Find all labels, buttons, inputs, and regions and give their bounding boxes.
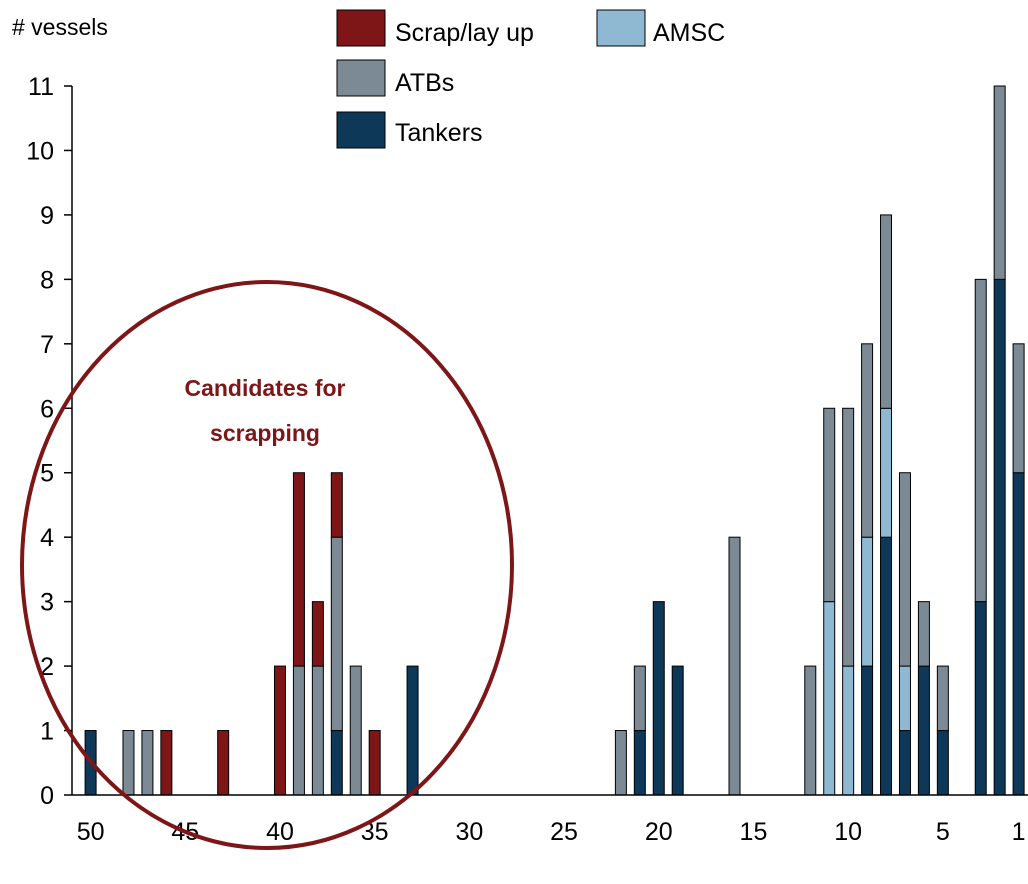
bar-segment-tankers [898, 730, 911, 796]
y-axis-title: # vessels [12, 14, 108, 40]
bar-segment-tankers [861, 665, 874, 796]
x-tick-label: 1 [1012, 818, 1026, 846]
bar-segment-atbs [330, 536, 343, 732]
axes [71, 86, 1028, 796]
annotation-ellipse [20, 280, 514, 850]
bar-segment-scrap-lay-up [368, 730, 381, 796]
bar-segment-tankers [974, 601, 987, 796]
x-tick-label: 25 [550, 818, 578, 846]
bar-segment-atbs [974, 278, 987, 603]
bar-segment-tankers [330, 730, 343, 796]
bar-segment-amsc [861, 536, 874, 667]
annotation-text: Candidates for [184, 375, 345, 401]
bar-segment-atbs [728, 536, 741, 796]
bar-segment-atbs [122, 730, 135, 796]
y-tick-label: 10 [26, 137, 54, 165]
legend-swatch [336, 111, 386, 149]
bar-segment-amsc [898, 665, 911, 732]
bar-segment-amsc [823, 601, 836, 796]
x-tick-label: 10 [834, 818, 862, 846]
bar-segment-atbs [311, 665, 324, 796]
bar-segment-atbs [614, 730, 627, 796]
x-tick-label: 5 [936, 818, 950, 846]
x-axis-ticks: 50 45 40 35 30 25 20 15 10 5 1 [77, 818, 1026, 846]
x-tick-label: 15 [740, 818, 768, 846]
x-tick-label: 30 [455, 818, 483, 846]
y-tick-label: 9 [40, 202, 54, 230]
y-tick-label: 0 [40, 782, 54, 810]
bar-segment-tankers [917, 665, 930, 796]
y-tick-label: 5 [40, 460, 54, 488]
y-tick-label: 1 [40, 718, 54, 746]
bar-segment-tankers [633, 730, 646, 796]
bar-segment-atbs [1012, 343, 1025, 474]
legend-label: Tankers [395, 119, 483, 147]
bar-segment-atbs [292, 665, 305, 796]
y-tick-label: 2 [40, 653, 54, 681]
bar-segment-atbs [823, 407, 836, 603]
bar-segment-scrap-lay-up [217, 730, 230, 796]
bar-segment-atbs [880, 214, 893, 409]
y-tick-label: 11 [28, 73, 54, 101]
y-tick-label: 4 [40, 524, 54, 552]
bar-segment-tankers [936, 730, 949, 796]
bar-segment-atbs [917, 601, 930, 667]
legend-swatch [596, 9, 646, 47]
bar-segment-amsc [842, 665, 855, 796]
bar-segment-tankers [671, 665, 684, 796]
bar-segment-scrap-lay-up [311, 601, 324, 667]
x-tick-label: 50 [77, 818, 105, 846]
bar-segment-tankers [1012, 472, 1025, 796]
bar-segment-tankers [993, 278, 1006, 796]
bar-segment-atbs [993, 85, 1006, 280]
bar-segment-atbs [936, 665, 949, 732]
x-tick-label: 20 [645, 818, 673, 846]
bar-segment-scrap-lay-up [292, 472, 305, 667]
bar-segment-scrap-lay-up [330, 472, 343, 538]
bar-segment-atbs [898, 472, 911, 667]
bar-segment-atbs [804, 665, 817, 796]
legend-swatch [336, 59, 386, 97]
bar-segment-tankers [880, 536, 893, 796]
bar-segment-tankers [406, 665, 419, 796]
legend-swatch [336, 9, 386, 47]
bar-segment-atbs [861, 343, 874, 538]
legend-label: Scrap/lay up [395, 19, 534, 47]
bar-segment-atbs [141, 730, 154, 796]
legend-label: AMSC [653, 19, 725, 47]
bar-segment-atbs [349, 665, 362, 796]
bar-segment-atbs [842, 407, 855, 667]
bar-segment-amsc [880, 407, 893, 538]
y-tick-label: 6 [40, 395, 54, 423]
y-tick-label: 8 [40, 266, 54, 294]
legend-label: ATBs [395, 69, 454, 97]
bar-segment-scrap-lay-up [273, 665, 286, 796]
annotation-text: scrapping [210, 420, 320, 446]
y-axis-ticks: 0 1 2 3 4 5 6 7 8 9 10 11 [26, 73, 72, 810]
legend: Scrap/lay up AMSC ATBs Tankers [336, 9, 725, 149]
y-tick-label: 3 [40, 589, 54, 617]
scrapping-annotation: Candidates for scrapping [20, 280, 514, 850]
bar-segment-atbs [633, 665, 646, 732]
y-tick-label: 7 [40, 331, 54, 359]
bar-segment-tankers [652, 601, 665, 796]
x-tick-label: 40 [266, 818, 294, 846]
bar-segment-scrap-lay-up [160, 730, 173, 796]
